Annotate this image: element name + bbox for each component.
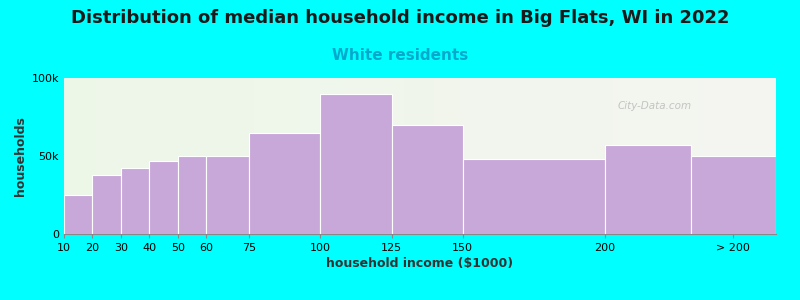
Bar bbox=[206, 156, 249, 234]
Bar bbox=[690, 156, 776, 234]
Bar bbox=[121, 169, 150, 234]
Bar bbox=[64, 195, 93, 234]
Bar bbox=[462, 159, 605, 234]
Bar bbox=[249, 133, 320, 234]
Bar bbox=[93, 175, 121, 234]
X-axis label: household income ($1000): household income ($1000) bbox=[326, 257, 514, 270]
Bar bbox=[391, 125, 462, 234]
Text: City-Data.com: City-Data.com bbox=[618, 101, 692, 111]
Bar bbox=[320, 94, 391, 234]
Bar bbox=[605, 145, 690, 234]
Text: White residents: White residents bbox=[332, 48, 468, 63]
Bar bbox=[150, 161, 178, 234]
Text: Distribution of median household income in Big Flats, WI in 2022: Distribution of median household income … bbox=[70, 9, 730, 27]
Y-axis label: households: households bbox=[14, 116, 27, 196]
Bar bbox=[178, 156, 206, 234]
